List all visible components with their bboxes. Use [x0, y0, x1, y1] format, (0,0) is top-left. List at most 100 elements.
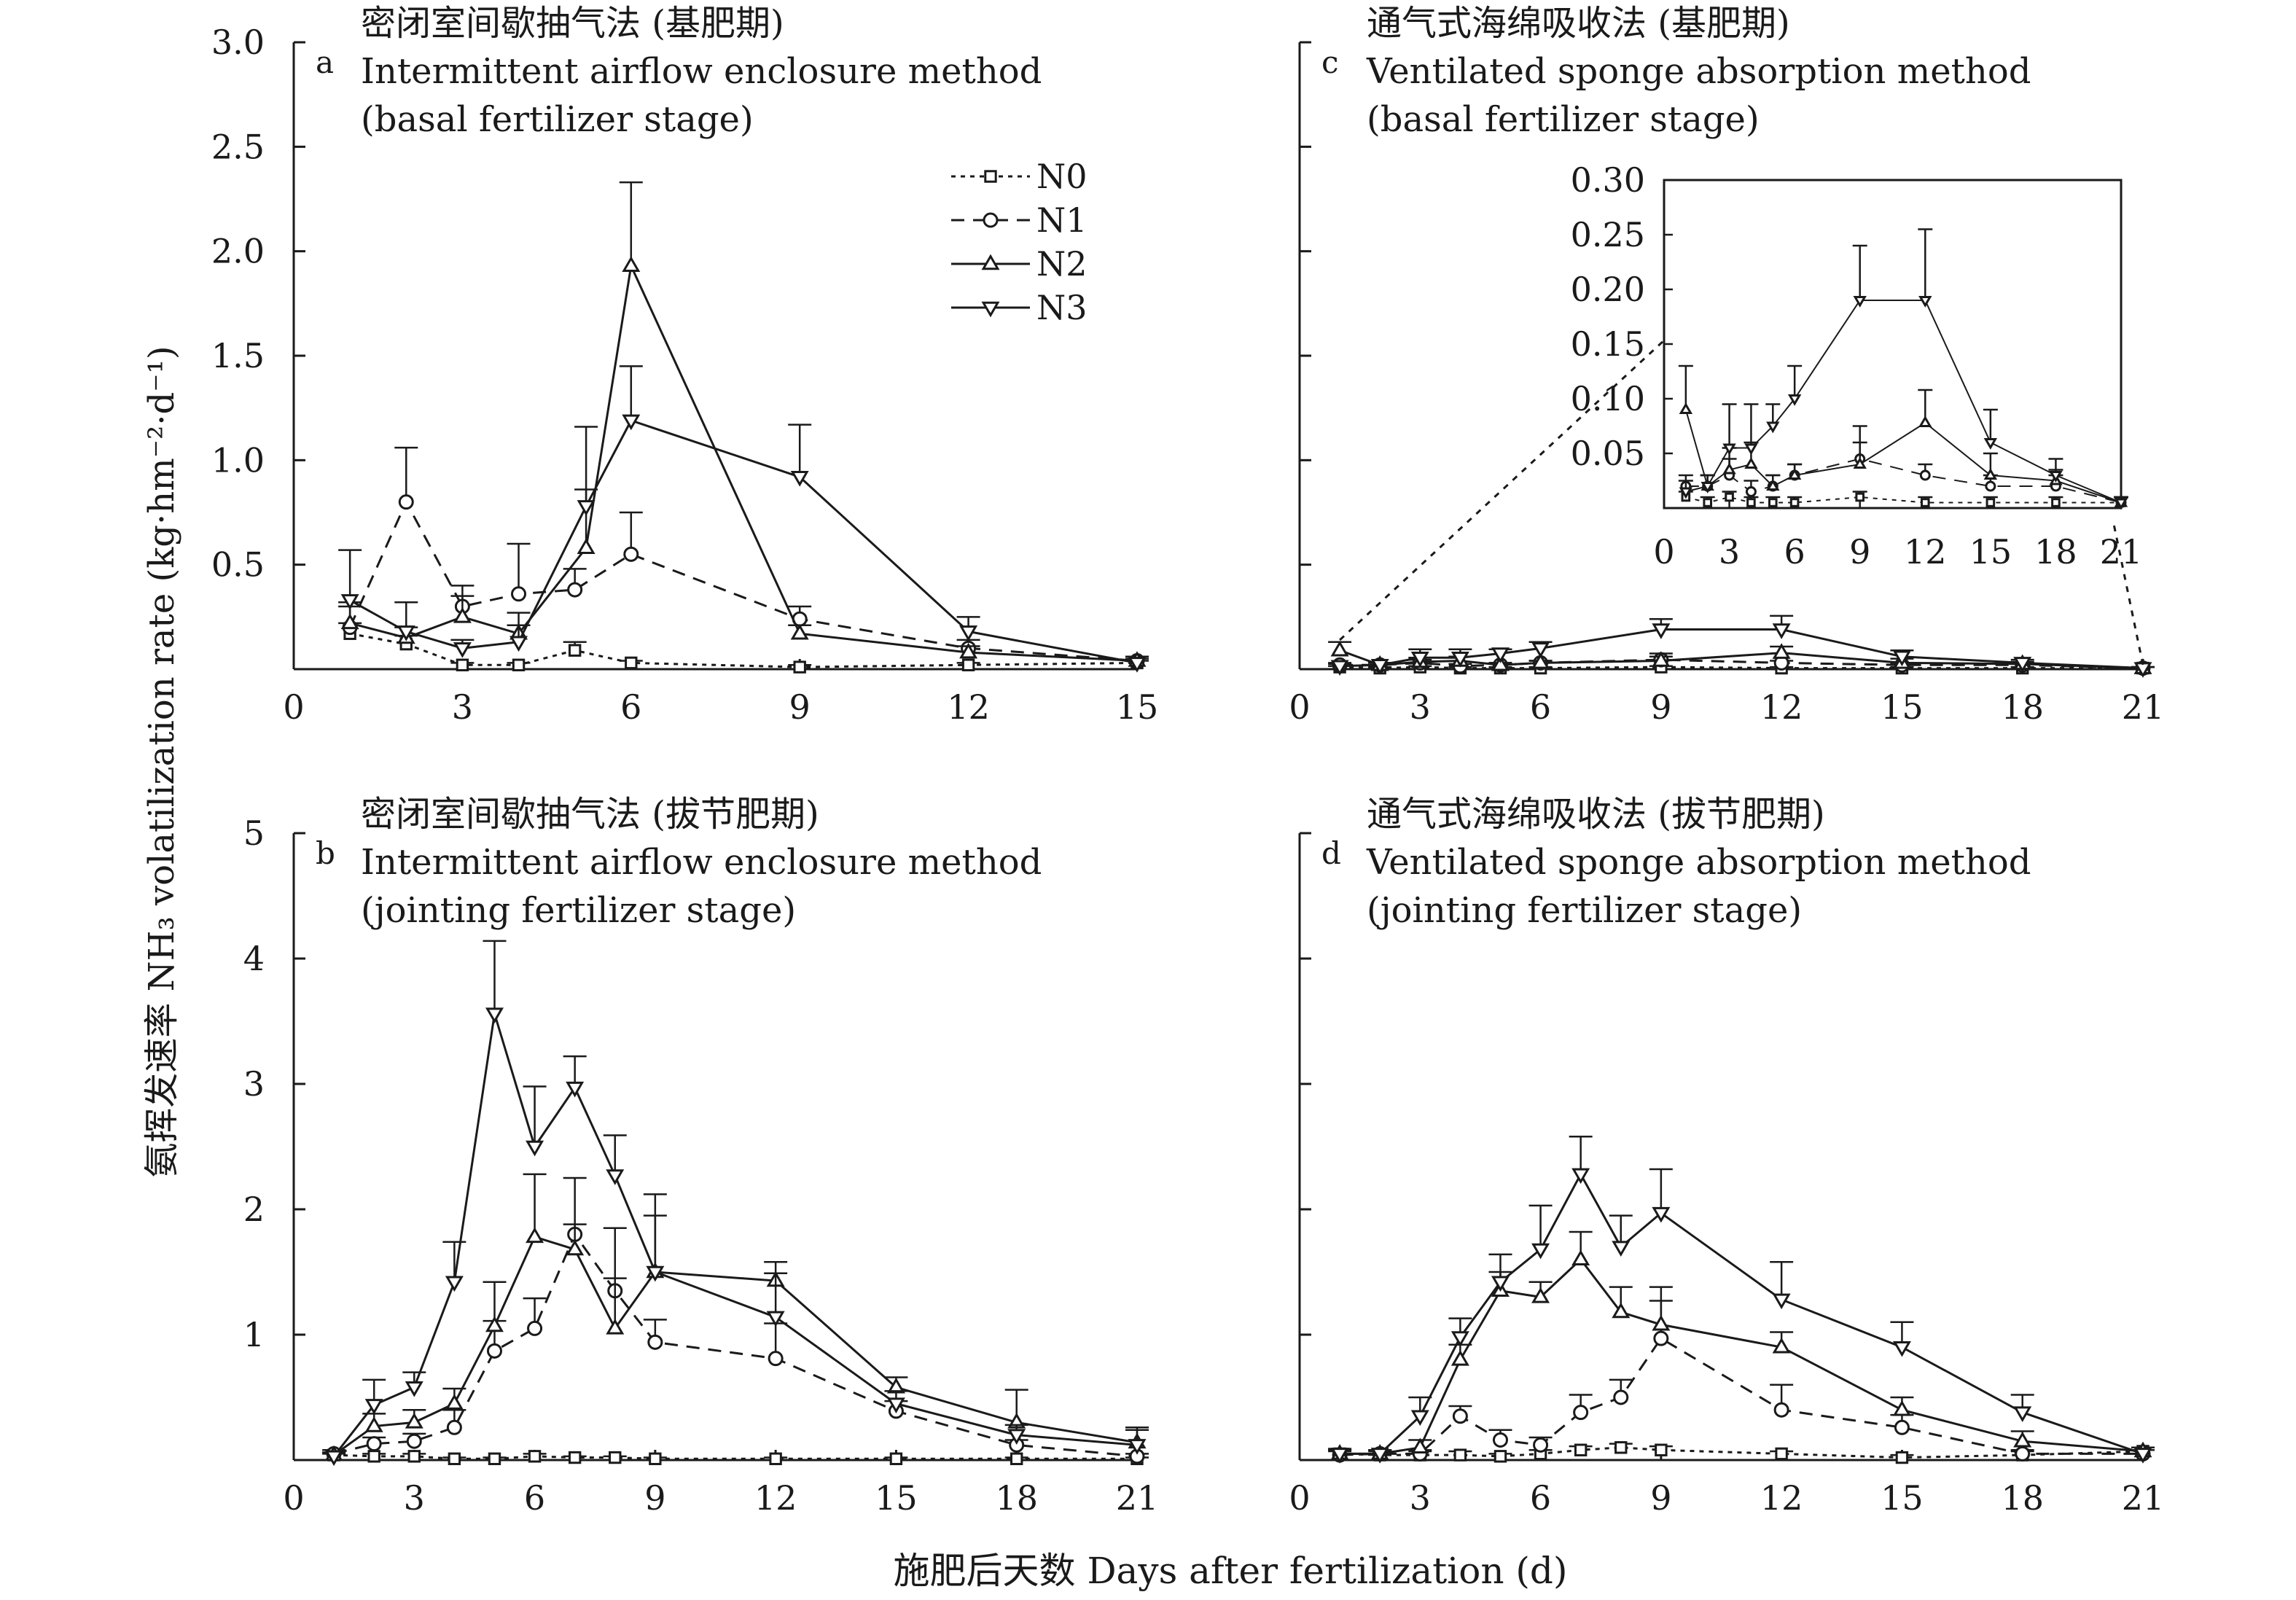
- marker-n2: [485, 1316, 504, 1332]
- marker-n3: [1330, 660, 1349, 676]
- marker-n3: [1128, 657, 1147, 673]
- marker-n2: [1491, 655, 1510, 671]
- marker-n2: [526, 1227, 544, 1244]
- marker-n2: [1744, 457, 1758, 469]
- marker-n0: [649, 1452, 662, 1465]
- marker-n3: [2049, 471, 2063, 483]
- marker-n1: [1919, 469, 1931, 481]
- inset-y-tick-label: 0.15: [1571, 324, 1645, 364]
- marker-n0: [367, 1450, 380, 1463]
- series-n2: [1328, 1230, 2155, 1460]
- marker-n2: [1983, 468, 1998, 480]
- marker-n0: [488, 1452, 501, 1465]
- legend-label: N0: [1036, 157, 1088, 196]
- marker-n0: [1493, 1450, 1507, 1463]
- marker-n3: [1679, 487, 1693, 499]
- x-tick-label: 6: [1530, 687, 1551, 727]
- marker-n3: [526, 1140, 544, 1157]
- marker-n0: [448, 1452, 461, 1465]
- legend-marker-n2: [981, 254, 1000, 270]
- marker-n1: [366, 1436, 382, 1452]
- marker-n3: [790, 471, 809, 487]
- x-tick-label: 6: [620, 687, 641, 727]
- marker-n2: [1612, 1302, 1631, 1319]
- series-n3: [338, 365, 1149, 673]
- marker-n1: [1985, 480, 1996, 492]
- inset-y-tick-label: 0.20: [1571, 270, 1645, 309]
- marker-n0: [1746, 498, 1756, 507]
- marker-n3: [1450, 651, 1469, 668]
- marker-n3: [485, 1007, 504, 1024]
- marker-n0: [1855, 492, 1865, 502]
- marker-n3: [766, 1311, 785, 1327]
- panel-title-en: Intermittent airflow enclosure method: [361, 842, 1042, 883]
- legend-label: N1: [1036, 200, 1088, 240]
- inset-x-tick-label: 21: [2100, 532, 2143, 571]
- marker-n0: [512, 658, 526, 671]
- panel-a: 0 3 6 9 12 15 0.5 1.0 1.5 2.0 2.5 3.0 a 密闭室间歇抽气法 (基肥期…: [211, 3, 1158, 727]
- panel-title-en-stage: (basal fertilizer stage): [361, 99, 754, 140]
- marker-n1: [527, 1320, 543, 1336]
- marker-n3: [1983, 438, 1998, 450]
- marker-n2: [1772, 1337, 1791, 1354]
- marker-n1: [647, 1334, 663, 1350]
- marker-n2: [1571, 1249, 1590, 1266]
- marker-n3: [405, 1381, 423, 1397]
- marker-n0: [456, 658, 469, 671]
- marker-n3: [566, 1081, 585, 1098]
- marker-n0: [1895, 1451, 1909, 1464]
- marker-n2: [790, 623, 809, 640]
- panel-title-en: Intermittent airflow enclosure method: [361, 51, 1042, 92]
- x-tick-label: 18: [995, 1478, 1038, 1518]
- marker-n3: [1007, 1429, 1026, 1445]
- inset-frame: [1663, 179, 2123, 510]
- marker-n0: [1655, 1443, 1668, 1456]
- series-n1: [1328, 1300, 2155, 1463]
- marker-n3: [1531, 642, 1550, 658]
- inset: 0 3 6 9 12 15 18 21 0.05 0.10 0.15 0.20 0.25 0.30: [1571, 160, 2143, 571]
- series-n3: [322, 940, 1149, 1467]
- x-tick-label: 3: [452, 687, 473, 727]
- marker-n0: [1985, 498, 1996, 507]
- panel-title-en: Ventilated sponge absorption method: [1366, 51, 2031, 92]
- marker-n3: [1450, 1331, 1469, 1347]
- inset-x-tick-label: 12: [1904, 532, 1947, 571]
- marker-n0: [2051, 498, 2061, 507]
- marker-n3: [2013, 657, 2032, 673]
- inset-x-tick-label: 3: [1719, 532, 1740, 571]
- marker-n0: [1574, 1443, 1588, 1456]
- x-tick-label: 9: [1650, 1478, 1671, 1518]
- legend-item-n2: N2: [951, 244, 1088, 284]
- marker-n1: [1894, 1419, 1910, 1435]
- y-tick-label: 2: [243, 1190, 265, 1229]
- marker-n2: [1450, 1350, 1469, 1366]
- legend-label: N3: [1036, 288, 1088, 327]
- panel-title-en-stage: (jointing fertilizer stage): [1367, 890, 1802, 931]
- marker-n2: [1766, 479, 1780, 491]
- panel-title-cn: 密闭室间歇抽气法 (基肥期): [361, 3, 784, 44]
- x-tick-label: 12: [754, 1478, 797, 1518]
- marker-n3: [1612, 1241, 1631, 1257]
- marker-n3: [1772, 623, 1791, 639]
- marker-n0: [625, 656, 638, 670]
- y-axis-label: 氨挥发速率 NH₃ volatilization rate (kg·hm⁻²·d…: [141, 346, 182, 1177]
- x-tick-label: 12: [1760, 1478, 1803, 1518]
- panel-letter: d: [1321, 835, 1341, 871]
- series-n2: [338, 181, 1149, 667]
- legend-label: N2: [1036, 244, 1088, 284]
- marker-n1: [623, 546, 639, 562]
- marker-n3: [1853, 296, 1867, 308]
- marker-n0: [769, 1452, 782, 1465]
- marker-n0: [1010, 1452, 1023, 1465]
- series-n3: [1328, 1135, 2155, 1464]
- marker-n1: [1573, 1405, 1589, 1421]
- marker-n3: [1766, 421, 1780, 434]
- marker-n2: [1853, 457, 1867, 469]
- marker-n2: [606, 1319, 625, 1335]
- legend-marker-n1: [983, 212, 999, 228]
- marker-n1: [1533, 1437, 1549, 1453]
- marker-n1: [398, 494, 414, 510]
- marker-n0: [1453, 1448, 1467, 1462]
- series-n3-line: [349, 419, 1138, 664]
